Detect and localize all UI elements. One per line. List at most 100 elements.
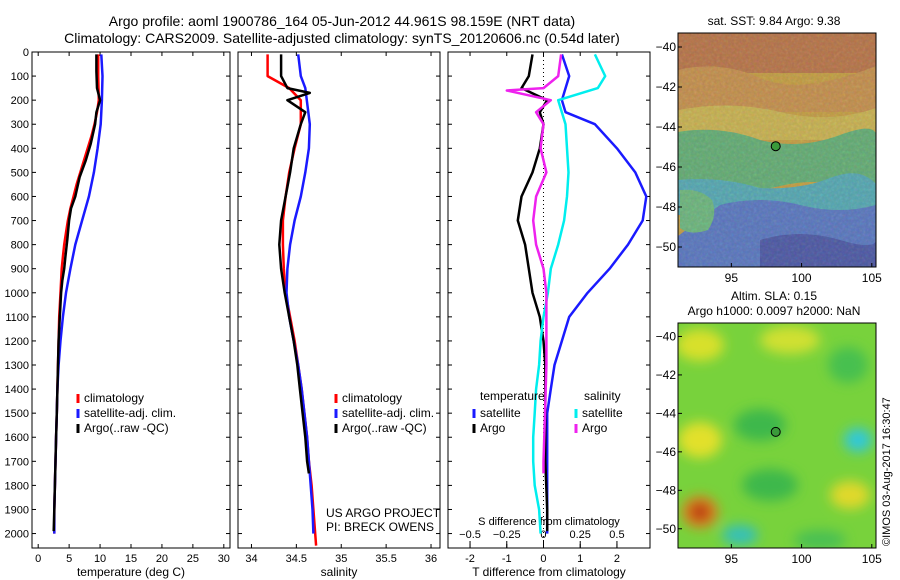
plot-frame (447, 51, 651, 549)
difference-legend: temperaturesatelliteArgosalinitysatellit… (472, 389, 623, 435)
y-tick-label: 200 (11, 95, 29, 107)
x-tick-label: 1 (577, 553, 583, 565)
argo-location-marker (770, 426, 781, 437)
y-tick-label: 1600 (5, 432, 29, 444)
legend-label: climatology (84, 391, 144, 405)
salinity-panel: 34 34.5 35 35.5 36 salinity (237, 51, 441, 579)
legend-label: Argo(..raw -QC) (84, 421, 169, 435)
secondary-x-tick-label: 0.5 (609, 529, 624, 541)
sla-map-title: Altim. SLA: 0.15 (731, 289, 817, 303)
difference-panel: -2 -1 0 1 2T difference from climatology −0.5… (447, 51, 651, 579)
map-x-tick-label: 100 (792, 271, 812, 285)
x-axis-label: temperature (deg C) (77, 565, 185, 579)
x-tick-label: 10 (94, 553, 106, 565)
sla-green-blob (742, 469, 798, 501)
x-tick-label: 15 (125, 553, 137, 565)
sla-green-blob (794, 530, 846, 548)
map-y-tick-label: −46 (656, 445, 677, 459)
sst-map-axes: 95 100 105 −40 −42 −44 −46 −48 −50 (656, 40, 882, 285)
map-x-tick-label: 100 (792, 552, 812, 566)
legend-label: satellite-adj. clim. (342, 406, 434, 420)
argo-location-marker (770, 141, 781, 152)
y-tick-label: 400 (11, 143, 29, 155)
x-tick-label: 0 (35, 553, 41, 565)
x-tick-label: 35.5 (375, 553, 396, 565)
x-axis-label: T difference from climatology (472, 565, 626, 579)
y-tick-label: 1000 (5, 288, 29, 300)
figure-title-line2: Climatology: CARS2009. Satellite-adjuste… (64, 30, 620, 46)
imos-credit: ©IMOS 03-Aug-2017 16:30:47 (881, 397, 893, 546)
map-y-tick-label: −50 (656, 240, 677, 254)
secondary-x-axis-label: S difference from climatology (478, 516, 620, 528)
x-tick-label: 0 (540, 553, 546, 565)
y-tick-label: 600 (11, 191, 29, 203)
series-line-satellite-temperature (545, 54, 648, 534)
x-tick-label: 35 (335, 553, 347, 565)
map-x-tick-label: 95 (725, 552, 739, 566)
map-y-tick-label: −42 (656, 368, 677, 382)
project-label: US ARGO PROJECT (326, 506, 441, 520)
legend-label: satellite (582, 406, 623, 420)
secondary-x-tick-label: −0.5 (459, 529, 481, 541)
y-tick-label: 1900 (5, 504, 29, 516)
series-line-argorawqc (278, 54, 312, 474)
x-axis-label: salinity (321, 565, 358, 579)
x-tick-label: 2 (614, 553, 620, 565)
map-x-tick-label: 105 (862, 271, 882, 285)
sla-yellow-blob (760, 326, 820, 354)
y-tick-label: 500 (11, 167, 29, 179)
map-y-tick-label: −48 (656, 483, 677, 497)
sst-map-frame (677, 32, 877, 268)
temperature-panel: 0100200300400500600700800900100011001200… (5, 47, 231, 579)
map-y-tick-label: −48 (656, 200, 677, 214)
figure-title-line1: Argo profile: aoml 1900786_164 05-Jun-20… (109, 13, 575, 29)
y-tick-label: 900 (11, 264, 29, 276)
legend-label: Argo (582, 421, 608, 435)
secondary-x-tick-label: 0.25 (570, 529, 591, 541)
legend-label: satellite (480, 406, 521, 420)
legend-label: climatology (342, 391, 402, 405)
legend-group-title: salinity (584, 389, 621, 403)
secondary-x-tick-label: 0 (540, 529, 546, 541)
y-tick-label: 1500 (5, 408, 29, 420)
y-tick-label: 1700 (5, 456, 29, 468)
y-tick-label: 800 (11, 240, 29, 252)
secondary-x-tick-label: −0.25 (493, 529, 521, 541)
sla-red-blob (691, 504, 709, 520)
sla-yellow-blob (830, 481, 870, 509)
x-tick-label: 36 (425, 553, 437, 565)
y-tick-label: 0 (23, 47, 29, 59)
sla-cyan-blob (722, 525, 758, 545)
map-y-tick-label: −50 (656, 522, 677, 536)
map-x-tick-label: 95 (725, 271, 739, 285)
y-tick-label: 100 (11, 71, 29, 83)
legend-label: Argo (480, 421, 506, 435)
x-tick-label: 30 (218, 553, 230, 565)
series-line-satelliteadjclim (285, 54, 315, 534)
sla-yellow-blob (678, 422, 722, 458)
y-tick-label: 700 (11, 216, 29, 228)
legend-group-title: temperature (480, 389, 545, 403)
series-line-argorawqc (52, 54, 102, 532)
sla-map-subtitle: Argo h1000: 0.0097 h2000: NaN (688, 304, 861, 318)
y-tick-label: 1100 (5, 312, 29, 324)
legend-label: satellite-adj. clim. (84, 406, 176, 420)
map-y-tick-label: −46 (656, 160, 677, 174)
x-tick-label: -2 (465, 553, 475, 565)
sla-map-axes: 95 100 105 −40 −42 −44 −46 −48 −50 (656, 329, 882, 566)
y-tick-label: 1300 (5, 360, 29, 372)
x-tick-label: -1 (502, 553, 512, 565)
x-tick-label: 34 (245, 553, 257, 565)
y-tick-label: 1200 (5, 336, 29, 348)
sla-yellow-blob (678, 329, 724, 361)
legend-label: Argo(..raw -QC) (342, 421, 427, 435)
x-tick-label: 25 (187, 553, 199, 565)
map-x-tick-label: 105 (862, 552, 882, 566)
x-tick-label: 20 (156, 553, 168, 565)
y-tick-label: 1800 (5, 480, 29, 492)
sla-green-blob (828, 347, 868, 383)
series-line-satellite-salinity (531, 53, 607, 534)
